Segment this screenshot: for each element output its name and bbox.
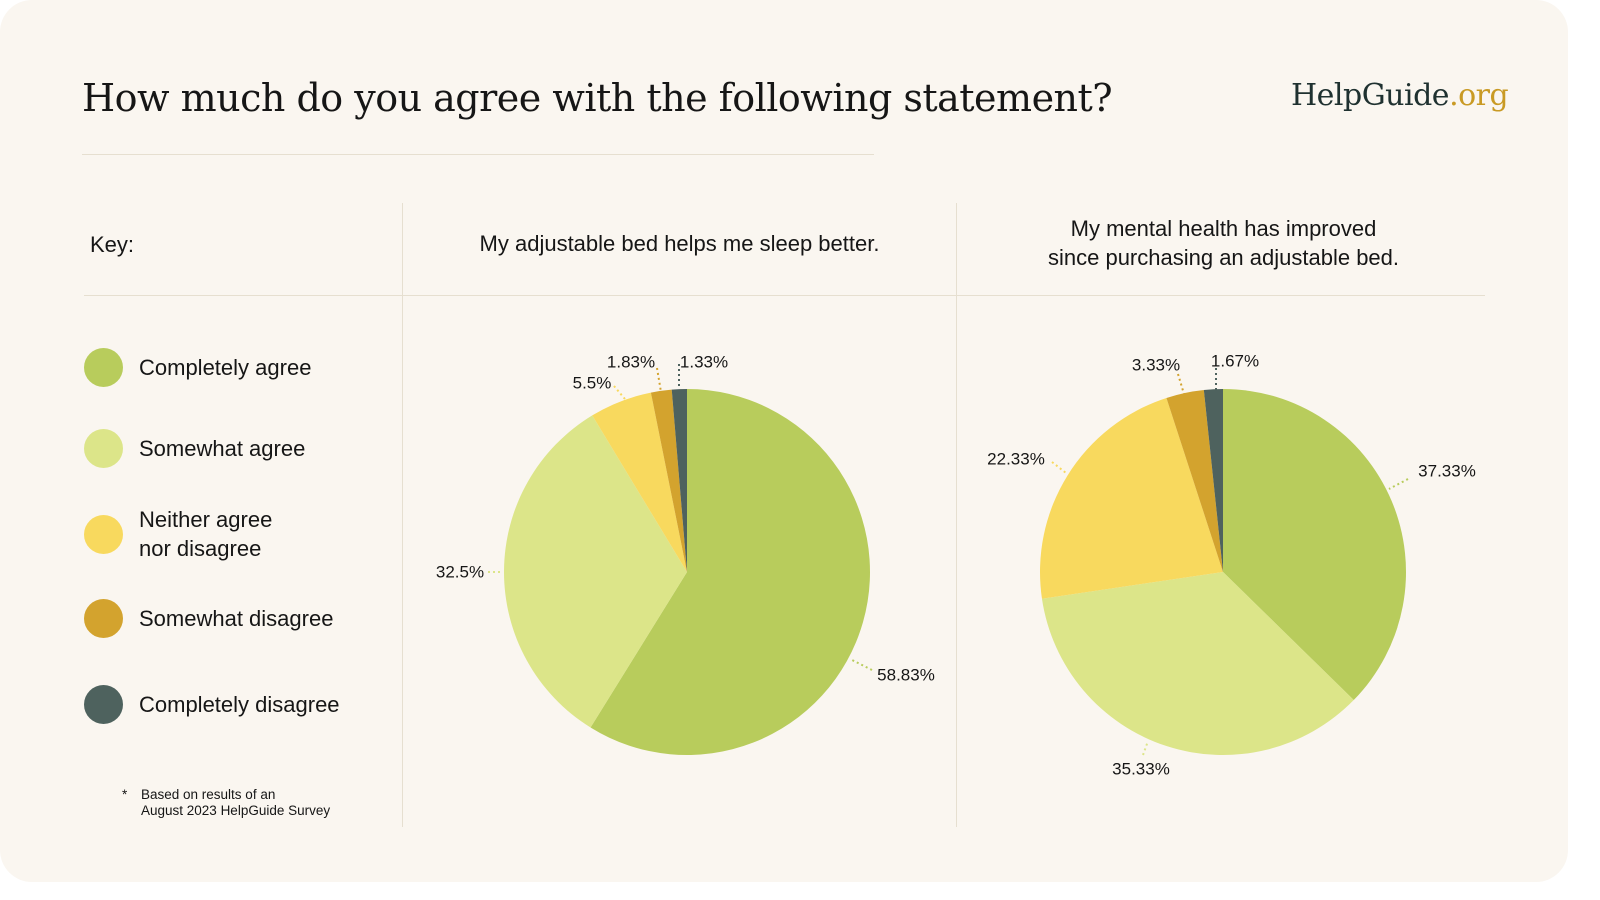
legend-swatch-icon [84,348,123,387]
footnote-asterisk: * [122,787,128,802]
leader-line [1051,461,1067,474]
leader-line [1142,740,1149,756]
legend-label: Somewhat agree [139,436,306,461]
pie-slice-completely-agree [1223,389,1406,701]
legend-label: Completely disagree [139,692,340,717]
legend-item-completely-agree: Completely agree [84,348,311,387]
logo-tld-text: .org [1449,78,1509,113]
page-title: How much do you agree with the following… [82,76,1113,120]
data-label: 1.33% [680,352,728,371]
legend-label: Neither agree nor disagree [139,507,273,561]
data-label: 5.5% [573,373,612,392]
data-label: 22.33% [987,449,1045,468]
legend-swatch-icon [84,429,123,468]
pie-slice-neither-agree-nor-disagree [1040,397,1223,599]
data-label: 58.83% [877,665,935,684]
legend-swatch-icon [84,599,123,638]
footnote: * Based on results of an August 2023 Hel… [122,787,330,819]
pie-slice-somewhat-agree [1041,572,1354,755]
data-label: 37.33% [1418,461,1476,480]
pie-slice-somewhat-disagree [1166,390,1223,572]
chart-1-title: My adjustable bed helps me sleep better. [479,231,880,256]
pie-slice-somewhat-agree [504,415,687,728]
pie-slice-completely-disagree [671,389,687,572]
chart-2-title-line-1: My mental health has improved [1070,216,1377,241]
footnote-line-2: August 2023 HelpGuide Survey [141,803,331,818]
column-divider-2 [956,203,957,827]
data-label: 3.33% [1132,355,1180,374]
legend-label: Completely agree [139,355,312,380]
pie-chart-2: 37.33% 35.33% 22.33% 3.33% 1.67% [987,351,1476,778]
legend-swatch-icon [84,685,123,724]
legend-label: Somewhat disagree [139,606,334,631]
pie-slice-neither-agree-nor-disagree [592,392,687,572]
column-divider-1 [402,203,403,827]
chart-2-title-line-2: since purchasing an adjustable bed. [1047,245,1400,270]
leader-line [613,385,631,406]
pie-chart-1: 58.83% 32.5% 5.5% 1.83% 1.33% [436,352,935,755]
leader-line [1177,373,1185,395]
brand-logo[interactable]: HelpGuide.org [1291,78,1509,113]
leader-line [851,659,873,671]
pie-slice-completely-agree [590,389,871,755]
data-label: 32.5% [436,562,484,581]
leader-line [1388,478,1409,490]
key-heading: Key: [90,232,135,257]
pie-slice-somewhat-disagree [650,389,687,572]
data-label: 35.33% [1112,759,1170,778]
legend-item-neither: Neither agree nor disagree [84,505,272,563]
legend-swatch-icon [84,514,123,554]
legend-item-somewhat-disagree: Somewhat disagree [84,599,333,638]
footnote-line-1: Based on results of an [141,787,276,802]
leader-line [656,367,662,393]
legend-item-somewhat-agree: Somewhat agree [84,429,305,468]
legend-item-completely-disagree: Completely disagree [84,685,340,724]
data-label: 1.83% [607,352,655,371]
header-row-divider [84,295,1485,296]
pie-slice-completely-disagree [1203,389,1223,572]
data-label: 1.67% [1211,351,1259,370]
title-divider [82,154,874,155]
chart-2-title: My mental health has improved since purc… [957,214,1490,272]
logo-main-text: HelpGuide [1291,78,1450,113]
